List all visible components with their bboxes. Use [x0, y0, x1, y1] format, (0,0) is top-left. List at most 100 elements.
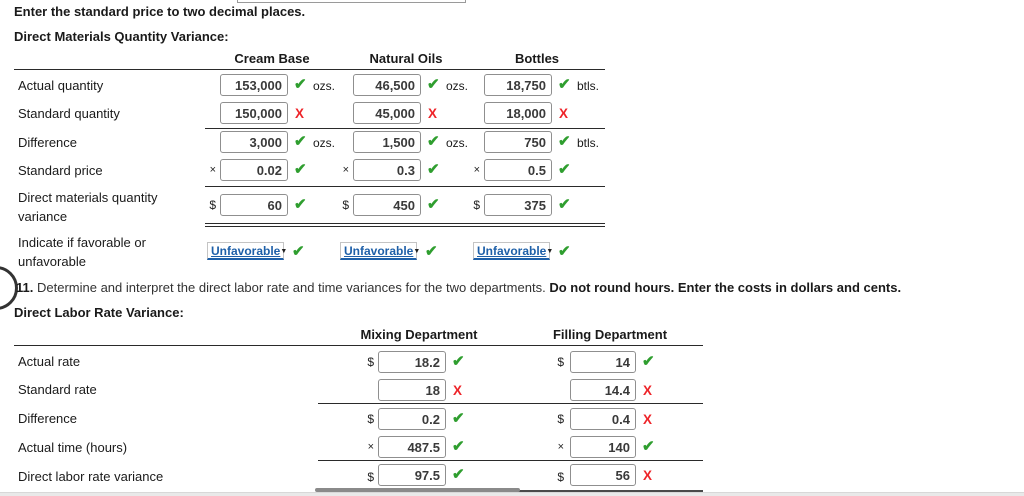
question-bold-text: Do not round hours. Enter the costs in d… — [549, 280, 902, 295]
x-icon: X — [453, 383, 463, 398]
standard-quantity-cream-base-input[interactable] — [220, 102, 288, 124]
dollar-sign: $ — [473, 198, 480, 212]
actual-rate-filling-input[interactable] — [570, 351, 636, 373]
difference-natural-oils-input[interactable] — [353, 131, 421, 153]
x-icon: X — [643, 412, 653, 427]
caret-down-icon: ▼ — [280, 247, 288, 255]
column-header-natural-oils: Natural Oils — [369, 51, 443, 66]
labor-header-rule — [14, 345, 703, 346]
check-icon: ✔ — [294, 196, 307, 213]
dollar-sign: $ — [367, 470, 374, 484]
check-icon: ✔ — [558, 196, 571, 213]
column-header-filling: Filling Department — [552, 327, 668, 342]
labor-difference-mixing-input[interactable] — [378, 408, 446, 430]
actual-time-mixing-input[interactable] — [378, 436, 446, 458]
dollar-sign: $ — [342, 198, 349, 212]
check-icon: ✔ — [427, 196, 440, 213]
row-label-dm-variance-line1: Direct materials quantity — [18, 190, 158, 205]
standard-price-bottles-input[interactable] — [484, 159, 552, 181]
standard-quantity-natural-oils-input[interactable] — [353, 102, 421, 124]
row-label-labor-difference: Difference — [18, 411, 78, 426]
row-label-actual-quantity: Actual quantity — [18, 78, 104, 93]
difference-bottles-input[interactable] — [484, 131, 552, 153]
labor-difference-filling-input[interactable] — [570, 408, 636, 430]
row-label-indicate-line1: Indicate if favorable or — [18, 235, 146, 250]
instruction-text: Enter the standard price to two decimal … — [14, 4, 306, 19]
check-icon: ✔ — [452, 410, 465, 427]
standard-price-natural-oils-input[interactable] — [353, 159, 421, 181]
bottom-edge-strip — [0, 492, 1024, 496]
dollar-sign: $ — [367, 412, 374, 426]
dollar-sign: $ — [557, 470, 564, 484]
check-icon: ✔ — [642, 353, 655, 370]
actual-quantity-bottles-input[interactable] — [484, 74, 552, 96]
row-label-actual-rate: Actual rate — [18, 354, 81, 369]
caret-down-icon: ▼ — [546, 247, 554, 255]
row-label-standard-price: Standard price — [18, 163, 103, 178]
standard-rate-filling-input[interactable] — [570, 379, 636, 401]
row-label-standard-quantity: Standard quantity — [18, 106, 120, 121]
check-icon: ✔ — [294, 161, 307, 178]
difference-cream-base-input[interactable] — [220, 131, 288, 153]
check-icon: ✔ — [452, 466, 465, 483]
labor-table-title: Direct Labor Rate Variance: — [14, 305, 184, 320]
materials-header-rule — [14, 69, 605, 70]
actual-time-filling-input[interactable] — [570, 436, 636, 458]
row-label-standard-rate: Standard rate — [18, 382, 97, 397]
question-text: Determine and interpret the direct labor… — [36, 280, 546, 295]
unit-label: btls. — [577, 136, 600, 150]
dollar-sign: $ — [557, 355, 564, 369]
favorable-select-cream-base[interactable]: Unfavorable ▼ — [207, 242, 288, 260]
horizontal-scrollbar-thumb[interactable] — [315, 488, 520, 492]
dm-variance-bottles-input[interactable] — [484, 194, 552, 216]
labor-total-rule — [318, 460, 703, 461]
x-icon: X — [295, 106, 305, 121]
dl-variance-filling-input[interactable] — [570, 464, 636, 486]
check-icon: ✔ — [294, 76, 307, 93]
check-icon: ✔ — [452, 353, 465, 370]
row-label-indicate-line2: unfavorable — [18, 254, 86, 269]
check-icon: ✔ — [558, 76, 571, 93]
dollar-sign: $ — [209, 198, 216, 212]
caret-down-icon: ▼ — [413, 247, 421, 255]
actual-quantity-natural-oils-input[interactable] — [353, 74, 421, 96]
actual-rate-mixing-input[interactable] — [378, 351, 446, 373]
materials-total-rule — [205, 186, 605, 187]
x-icon: X — [428, 106, 438, 121]
check-icon: ✔ — [452, 438, 465, 455]
check-icon: ✔ — [558, 243, 571, 260]
multiply-sign: × — [342, 164, 349, 176]
selected-option-label: Unfavorable — [477, 244, 547, 258]
check-icon: ✔ — [427, 133, 440, 150]
actual-quantity-cream-base-input[interactable] — [220, 74, 288, 96]
unit-label: ozs. — [446, 136, 469, 150]
x-icon: X — [559, 106, 569, 121]
standard-quantity-bottles-input[interactable] — [484, 102, 552, 124]
check-icon: ✔ — [294, 133, 307, 150]
multiply-sign: × — [209, 164, 216, 176]
dl-variance-mixing-input[interactable] — [378, 464, 446, 486]
selected-option-label: Unfavorable — [211, 244, 281, 258]
unit-label: btls. — [577, 79, 600, 93]
column-header-mixing: Mixing Department — [360, 327, 478, 342]
dollar-sign: $ — [557, 412, 564, 426]
cutoff-input-box — [237, 0, 466, 3]
check-icon: ✔ — [427, 161, 440, 178]
unit-label: ozs. — [446, 79, 469, 93]
unit-label: ozs. — [313, 136, 336, 150]
materials-table-title: Direct Materials Quantity Variance: — [14, 29, 229, 44]
favorable-select-bottles[interactable]: Unfavorable ▼ — [473, 242, 554, 260]
selected-option-label: Unfavorable — [344, 244, 414, 258]
favorable-select-natural-oils[interactable]: Unfavorable ▼ — [340, 242, 421, 260]
check-icon: ✔ — [642, 438, 655, 455]
dm-variance-natural-oils-input[interactable] — [353, 194, 421, 216]
question-number: 11. — [16, 280, 34, 295]
check-icon: ✔ — [292, 243, 305, 260]
multiply-sign: × — [367, 441, 374, 453]
standard-price-cream-base-input[interactable] — [220, 159, 288, 181]
row-label-dm-variance-line2: variance — [18, 209, 68, 224]
standard-rate-mixing-input[interactable] — [378, 379, 446, 401]
check-icon: ✔ — [427, 76, 440, 93]
dm-variance-cream-base-input[interactable] — [220, 194, 288, 216]
